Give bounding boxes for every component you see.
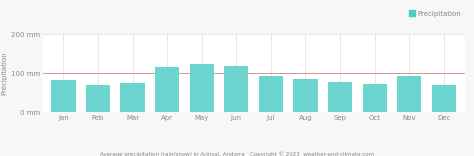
Bar — [363, 84, 387, 112]
Bar — [328, 82, 352, 112]
Y-axis label: Precipitation: Precipitation — [2, 51, 8, 95]
Bar — [224, 66, 248, 112]
Text: Average precipitation (rain/snow) in Arinsal, Andorra   Copyright © 2023  weathe: Average precipitation (rain/snow) in Ari… — [100, 151, 374, 156]
Bar — [86, 85, 110, 112]
Bar — [155, 67, 179, 112]
Bar — [432, 85, 456, 112]
Bar — [259, 76, 283, 112]
Bar — [51, 80, 75, 112]
Bar — [190, 64, 214, 112]
Bar — [120, 83, 145, 112]
Bar — [397, 76, 421, 112]
Bar — [293, 79, 318, 112]
Legend: Precipitation: Precipitation — [409, 10, 461, 17]
